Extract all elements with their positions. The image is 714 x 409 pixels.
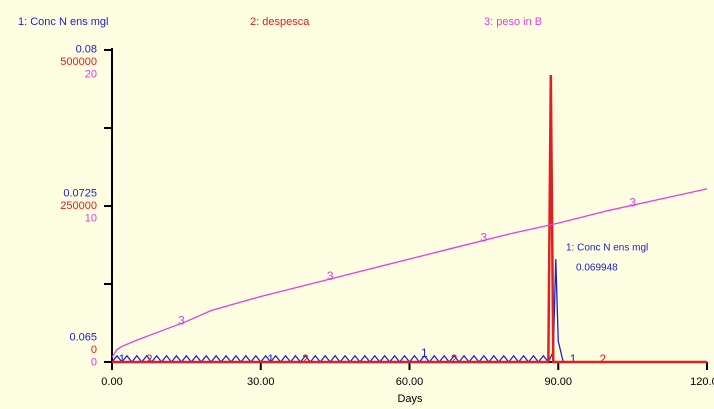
legend-entry: 3: peso in B: [484, 16, 542, 28]
y-tick-label: 0.08: [76, 43, 97, 55]
y-tick-label: 20: [85, 68, 97, 80]
series-marker: 2: [600, 352, 607, 366]
x-axis-label: Days: [397, 393, 423, 405]
series-marker: 1: [570, 352, 577, 366]
series-marker: 2: [146, 352, 153, 366]
x-tick-label: 0.00: [101, 376, 122, 388]
y-tick-label: 250000: [60, 200, 97, 212]
y-tick-label: 500000: [60, 56, 97, 68]
y-tick-label: 10: [85, 212, 97, 224]
x-tick-label: 120.00: [690, 376, 714, 388]
series-marker: 3: [481, 230, 488, 244]
x-tick-label: 90.00: [544, 376, 572, 388]
annotation: 0.069948: [576, 263, 618, 274]
legend-entry: 1: Conc N ens mgl: [18, 16, 108, 28]
series-marker: 3: [178, 313, 185, 327]
x-tick-label: 30.00: [247, 376, 275, 388]
series-marker: 3: [327, 269, 334, 283]
y-tick-label: 0: [91, 344, 97, 356]
x-tick-label: 60.00: [396, 376, 424, 388]
series-marker: 1: [119, 352, 126, 366]
series-marker: 3: [629, 195, 636, 209]
y-tick-label: 0.0725: [63, 187, 97, 199]
series-line: [111, 259, 707, 364]
series-marker: 2: [451, 352, 458, 366]
series-marker: 1: [421, 346, 428, 360]
series-line: [112, 74, 707, 364]
series-marker: 2: [302, 352, 309, 366]
legend-entry: 2: despesca: [250, 16, 310, 28]
y-tick-label: 0.065: [69, 331, 97, 343]
series-line: [111, 188, 708, 358]
series-marker: 1: [267, 352, 274, 366]
y-tick-label: 0: [91, 356, 97, 368]
annotation: 1: Conc N ens mgl: [566, 243, 648, 254]
